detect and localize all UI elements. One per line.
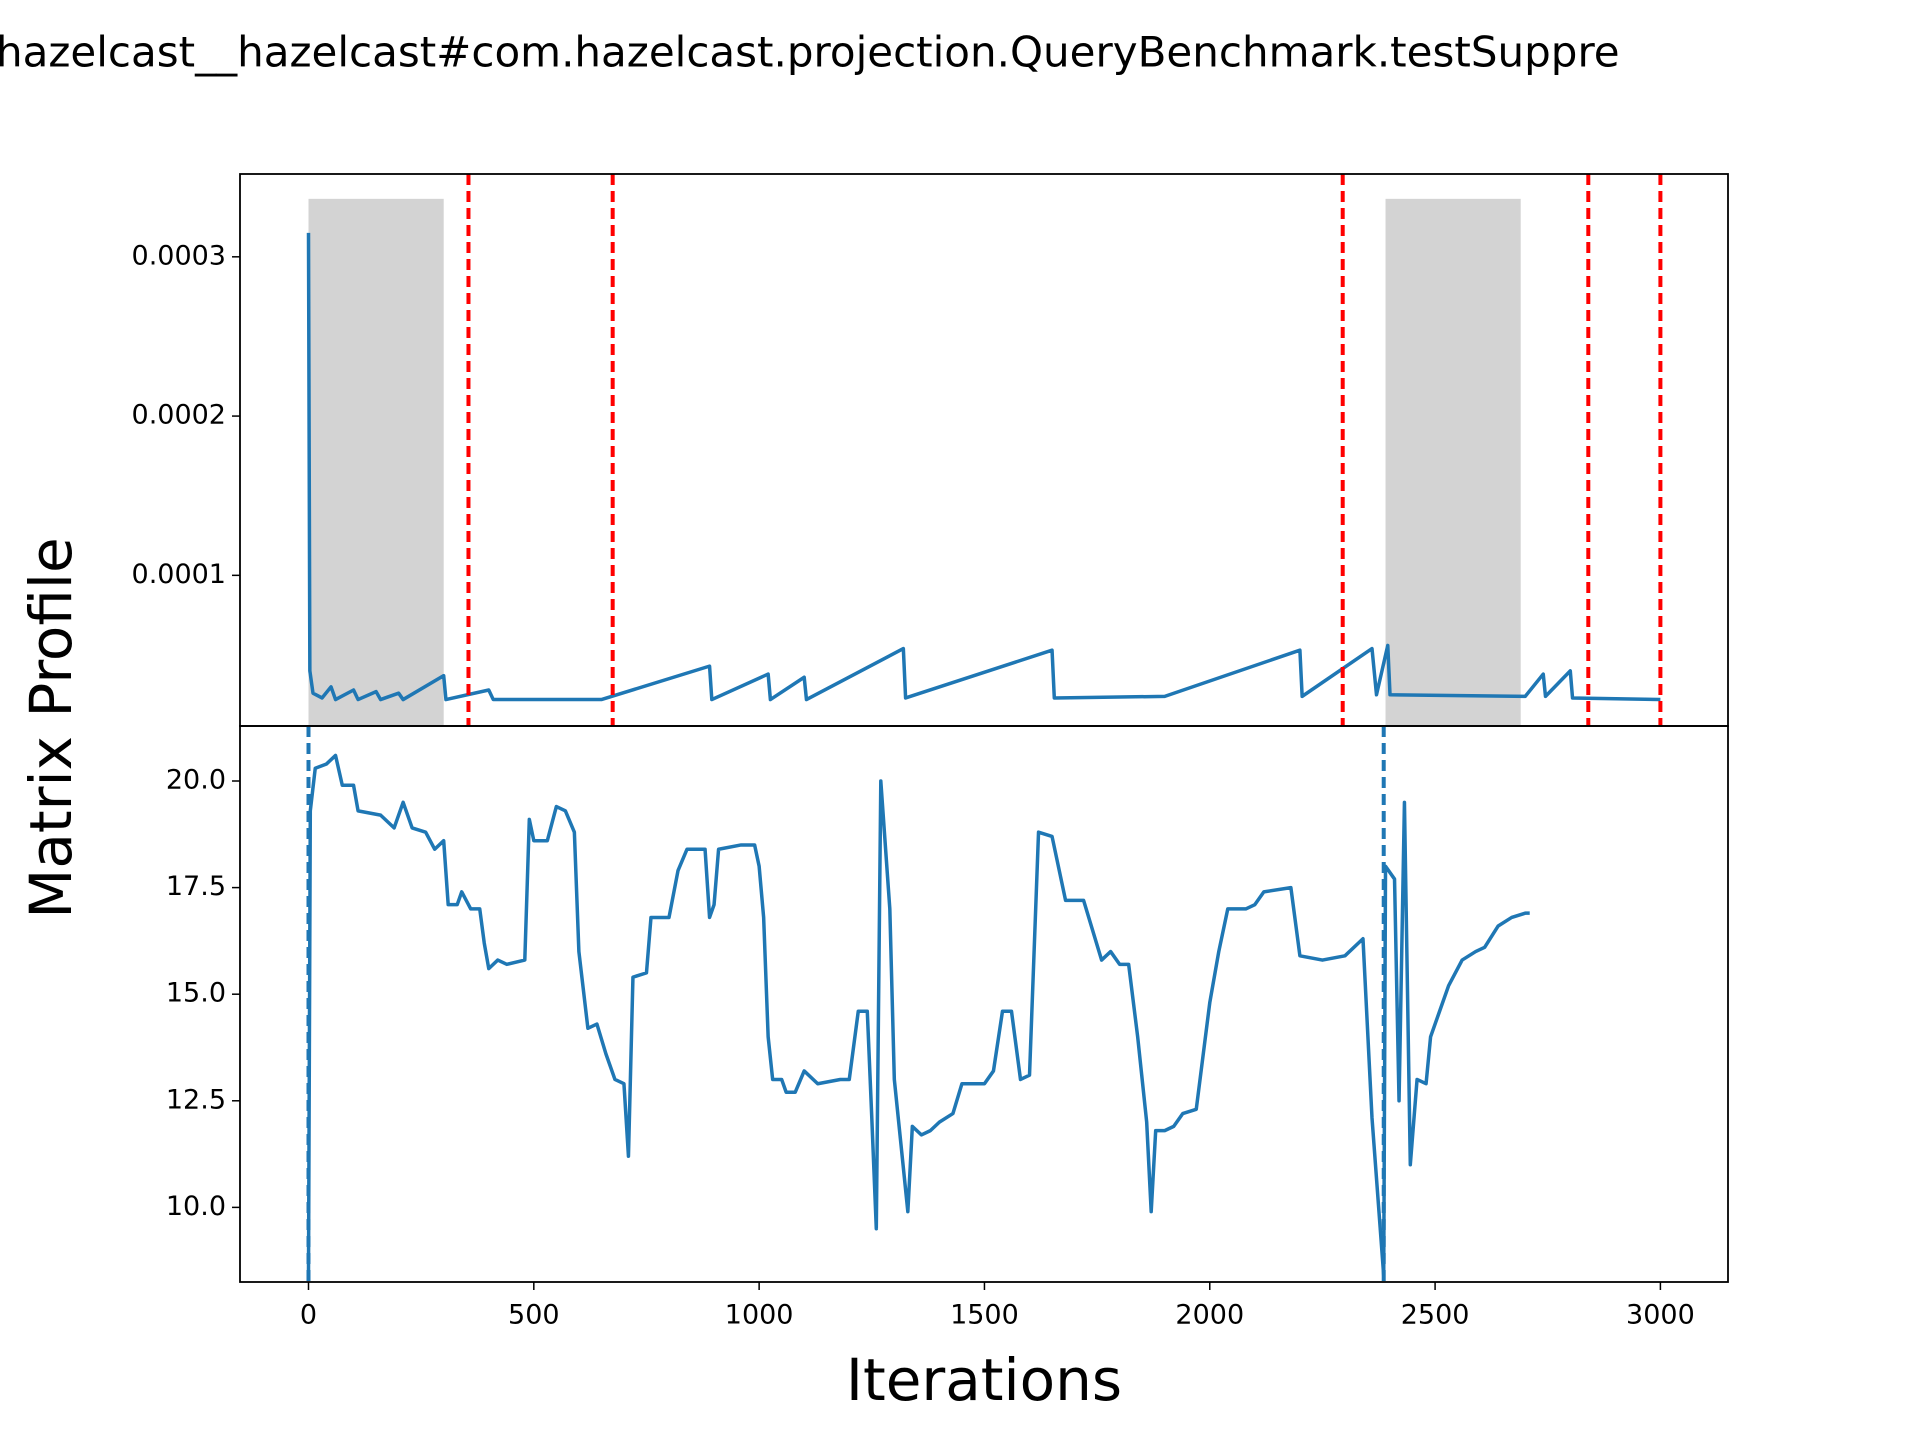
x-tick-label: 2500 (1401, 1300, 1470, 1331)
x-tick-label: 1000 (725, 1300, 794, 1331)
data-line (306, 232, 1661, 702)
y-tick-label: 12.5 (166, 1084, 226, 1115)
y-tick-label: 15.0 (166, 978, 226, 1009)
y-tick-label: 0.0001 (132, 559, 226, 590)
x-tick-label: 3000 (1626, 1300, 1695, 1331)
y-tick-label: 10.0 (166, 1191, 226, 1222)
plot-area (306, 174, 1663, 726)
y-tick-label: 0.0003 (132, 240, 226, 271)
x-tick-label: 2000 (1175, 1300, 1244, 1331)
data-line (306, 753, 1530, 1278)
shaded-region (308, 198, 444, 726)
axes-frame (239, 725, 1729, 1283)
y-tick-label: 17.5 (166, 871, 226, 902)
y-tick-label: 20.0 (166, 765, 226, 796)
y-axis-label: Matrix Profile (17, 537, 85, 918)
x-tick-label: 0 (300, 1300, 317, 1331)
plot-area (306, 726, 1530, 1282)
x-axis-label: Iterations (846, 1346, 1122, 1414)
x-tick-label: 500 (508, 1300, 560, 1331)
chart-title: hazelcast__hazelcast#com.hazelcast.proje… (0, 28, 1620, 77)
x-tick-label: 1500 (950, 1300, 1019, 1331)
shaded-region (1385, 198, 1521, 726)
y-tick-label: 0.0002 (132, 400, 226, 431)
